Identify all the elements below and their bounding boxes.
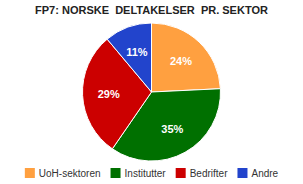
chart-root: FP7: NORSKE DELTAKELSER PR. SEKTOR UoH-se…	[0, 0, 303, 184]
legend-item: Institutter	[111, 168, 167, 179]
legend-item: Andre	[237, 168, 278, 179]
data-label: 35%	[161, 123, 183, 135]
legend-label: Institutter	[125, 168, 167, 179]
legend-item: UoH-sektoren	[25, 168, 101, 179]
data-label: 24%	[170, 55, 192, 67]
data-labels: 24% 35% 29% 11%	[98, 46, 192, 136]
legend-swatch	[237, 168, 247, 178]
legend: UoH-sektoren Institutter Bedrifter Andre	[25, 168, 279, 179]
legend-label: Bedrifter	[190, 168, 228, 179]
pie-slice	[83, 39, 152, 149]
pie-slice	[152, 23, 221, 92]
data-label: 11%	[126, 46, 148, 58]
legend-label: UoH-sektoren	[39, 168, 101, 179]
data-label: 29%	[98, 88, 120, 100]
legend-swatch	[111, 168, 121, 178]
pie-slice	[107, 23, 151, 92]
pie	[83, 23, 221, 161]
legend-swatch	[25, 168, 35, 178]
title: FP7: NORSKE DELTAKELSER PR. SEKTOR	[35, 4, 268, 16]
legend-swatch	[176, 168, 186, 178]
legend-label: Andre	[251, 168, 278, 179]
legend-item: Bedrifter	[176, 168, 228, 179]
